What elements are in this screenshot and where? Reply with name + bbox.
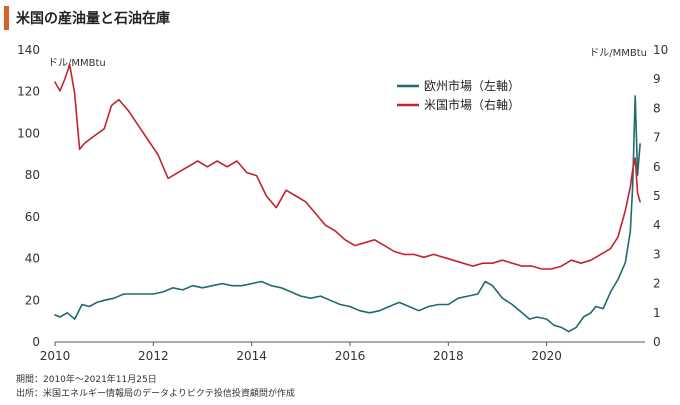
y-right-tick-label: 7 xyxy=(653,131,661,145)
chart-title: 米国の産油量と石油在庫 xyxy=(16,11,170,27)
x-tick-label: 2014 xyxy=(236,349,267,363)
footer-source: 出所：米国エネルギー情報局のデータよりピクテ投信投資顧問が作成 xyxy=(16,389,295,399)
right-axis-unit: ドル/MMBtu xyxy=(589,48,647,59)
x-tick-label: 2010 xyxy=(40,349,71,363)
y-right-tick-label: 4 xyxy=(653,218,661,232)
y-right-tick-label: 5 xyxy=(653,189,661,203)
y-right-tick-label: 10 xyxy=(653,43,668,57)
x-tick-label: 2012 xyxy=(138,349,169,363)
left-axis-unit: ドル/MMBtu xyxy=(48,58,106,69)
y-left-tick-label: 20 xyxy=(25,293,40,307)
y-right-tick-label: 0 xyxy=(653,335,661,349)
y-right-tick-label: 8 xyxy=(653,101,661,115)
x-tick-label: 2018 xyxy=(433,349,464,363)
series-line-europe xyxy=(54,95,641,333)
legend-label-europe: 欧州市場（左軸） xyxy=(424,78,520,93)
footer-period: 期間：2010年～2021年11月25日 xyxy=(16,375,157,385)
y-left-tick-label: 40 xyxy=(25,252,40,266)
x-tick-label: 2020 xyxy=(531,349,562,363)
y-left-tick-label: 60 xyxy=(25,210,40,224)
legend: 欧州市場（左軸） 米国市場（右軸） xyxy=(397,78,520,112)
y-right-tick-label: 2 xyxy=(653,277,661,291)
x-tick-label: 2016 xyxy=(335,349,366,363)
y-right-tick-label: 6 xyxy=(653,160,661,174)
series-line-us xyxy=(54,63,641,270)
y-right-tick-label: 3 xyxy=(653,247,661,261)
y-left-tick-label: 0 xyxy=(32,335,40,349)
y-left-tick-label: 140 xyxy=(17,43,40,57)
y-left-tick-label: 100 xyxy=(17,126,40,140)
series-lines xyxy=(54,63,641,333)
legend-label-us: 米国市場（右軸） xyxy=(424,97,520,112)
y-right-tick-label: 1 xyxy=(653,306,661,320)
y-left-tick-label: 80 xyxy=(25,168,40,182)
title-accent-bar xyxy=(4,6,9,30)
axes-group: 2010 2012 2014 2016 2018 20200204060801001201… xyxy=(17,43,668,363)
y-left-tick-label: 120 xyxy=(17,85,40,99)
y-right-tick-label: 9 xyxy=(653,72,661,86)
